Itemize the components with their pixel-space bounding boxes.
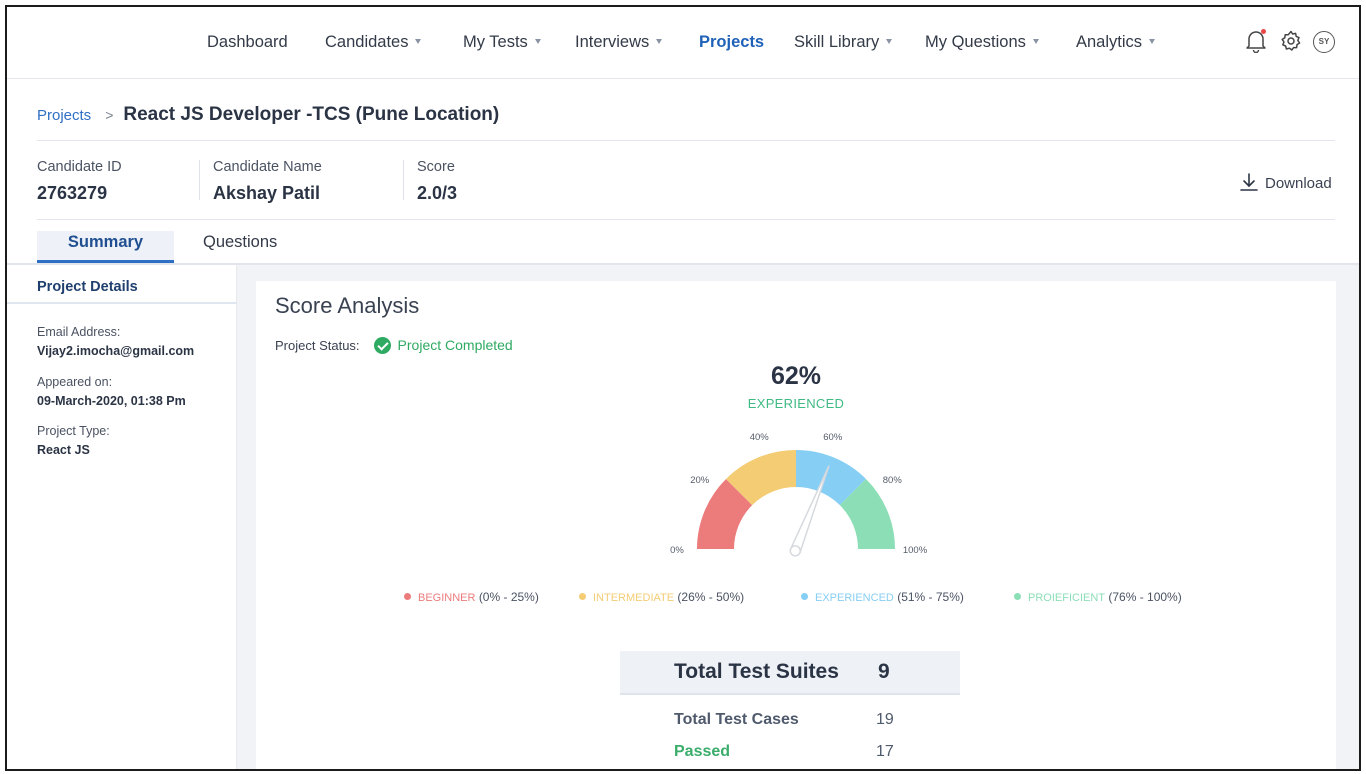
legend-intermediate: INTERMEDIATE (26% - 50%) [579,590,744,604]
legend-dot [579,593,586,600]
gauge-band-proieficient [839,478,895,549]
tab-questions[interactable]: Questions [203,233,278,251]
breadcrumb-projects-link[interactable]: Projects [37,107,92,124]
nav-dashboard[interactable]: Dashboard [207,33,288,51]
gauge-tick-label: 40% [750,432,770,443]
legend-range: (26% - 50%) [677,590,745,604]
project-type-value: React JS [37,443,90,457]
email-value: Vijay2.imocha@gmail.com [37,344,195,358]
legend-name: INTERMEDIATE [593,592,675,604]
nav-analytics[interactable]: Analytics [1076,33,1156,52]
score-analysis-card: Score Analysis Project Status: Project Co… [256,281,1336,769]
sidebar-title: Project Details [37,279,138,295]
appeared-on-value: 09-March-2020, 01:38 Pm [37,394,186,408]
divider [37,219,1335,220]
score-block: Score 2.0/3 [417,159,457,204]
divider [37,140,1335,141]
caret-down-icon [534,39,541,44]
caret-down-icon [1032,39,1039,44]
score-value: 2.0/3 [417,183,458,203]
page-title: React JS Developer -TCS (Pune Location) [123,104,500,125]
caret-down-icon [415,39,422,44]
project-status-value: Project Completed [397,337,513,353]
legend-name: BEGINNER [418,592,476,604]
bell-icon[interactable] [1245,29,1271,55]
legend-range: (0% - 25%) [478,590,539,604]
score-percentage: 62% [770,362,822,390]
project-details-sidebar: Project Details Email Address: Vijay2.im… [7,265,237,769]
gauge-tick-label: 100% [903,545,928,556]
top-navbar: Dashboard Candidates My Tests Interviews… [7,7,1359,79]
score-gauge: 0% 20% 40% 60% 80% 100% [670,432,928,557]
legend-name: PROIEFICIENT [1028,592,1106,604]
app-window: Dashboard Candidates My Tests Interviews… [5,5,1361,771]
check-circle-icon [373,337,391,354]
score-analysis-title: Score Analysis [275,293,420,318]
gear-icon[interactable] [1279,29,1305,55]
nav-candidates[interactable]: Candidates [325,33,422,52]
nav-projects[interactable]: Projects [699,33,765,51]
test-cases-label: Total Test Cases [674,711,799,728]
project-status: Project Status: Project Completed [275,337,513,354]
candidate-id-label: Candidate ID [37,159,122,175]
breadcrumb: Projects > React JS Developer -TCS (Pune L… [37,104,499,126]
project-status-label: Project Status: [275,338,360,353]
gauge-band-experienced [796,450,867,506]
project-type-label: Project Type: [37,424,110,438]
legend-beginner: BEGINNER (0% - 25%) [404,590,539,604]
caret-down-icon [1149,39,1156,44]
gauge-band-beginner [697,478,753,549]
gauge-needle [789,465,830,557]
gauge-tick-label: 60% [823,432,843,443]
caret-down-icon [886,39,893,44]
legend-dot [1014,593,1021,600]
candidate-id-value: 2763279 [37,183,108,203]
gauge-tick-label: 80% [883,475,903,486]
user-avatar[interactable]: SY [1313,31,1335,53]
divider [199,160,200,200]
gauge-tick-label: 0% [670,545,684,556]
nav-skill-library[interactable]: Skill Library [794,33,893,52]
gauge-tick-label: 20% [690,475,710,486]
test-suites-summary: Total Test Suites 9 [620,651,960,695]
test-suites-label: Total Test Suites [674,660,839,683]
download-button[interactable]: Download [1239,172,1332,192]
email-label: Email Address: [37,325,121,339]
legend-experienced: EXPERIENCED (51% - 75%) [801,590,964,604]
test-cases-value: 19 [876,711,894,728]
score-label: Score [417,159,455,175]
candidate-name-block: Candidate Name Akshay Patil [213,159,322,204]
nav-my-tests[interactable]: My Tests [463,33,541,52]
notification-dot [1261,29,1266,34]
nav-interviews[interactable]: Interviews [575,33,663,52]
candidate-name-value: Akshay Patil [213,183,321,203]
caret-down-icon [656,39,663,44]
download-icon [1240,173,1258,191]
download-label: Download [1265,175,1332,192]
passed-label: Passed [674,743,731,760]
legend-proficient: PROIEFICIENT (76% - 100%) [1014,590,1182,604]
nav-my-questions[interactable]: My Questions [925,33,1039,52]
legend-range: (76% - 100%) [1108,590,1182,604]
divider [7,302,237,304]
test-suites-value: 9 [878,660,890,683]
tab-summary[interactable]: Summary [37,231,174,263]
gauge-band-intermediate [725,450,796,506]
tabs-underline [7,263,1359,265]
breadcrumb-separator: > [105,107,114,123]
candidate-name-label: Candidate Name [213,159,322,175]
legend-name: EXPERIENCED [815,592,894,604]
divider [403,160,404,200]
legend-dot [801,593,808,600]
appeared-on-label: Appeared on: [37,375,113,389]
legend-dot [404,593,411,600]
score-level: EXPERIENCED [747,396,845,411]
legend-range: (51% - 75%) [897,590,964,604]
candidate-id-block: Candidate ID 2763279 [37,159,122,204]
passed-value: 17 [876,743,894,760]
